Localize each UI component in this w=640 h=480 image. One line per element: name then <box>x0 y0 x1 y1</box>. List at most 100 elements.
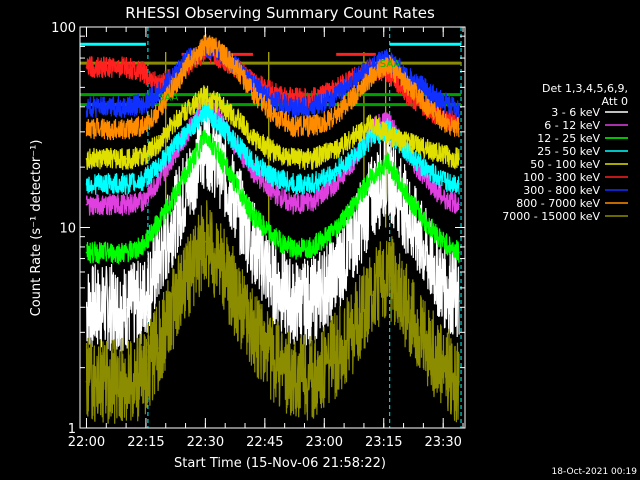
data-point <box>442 197 445 200</box>
data-point <box>271 150 274 153</box>
data-point <box>85 251 88 254</box>
data-point <box>157 143 159 146</box>
data-point <box>371 175 373 178</box>
data-point <box>291 97 294 100</box>
data-point <box>271 235 274 238</box>
data-point <box>85 183 88 185</box>
plot-area: SAA SAA <box>79 27 462 428</box>
data-point <box>371 65 373 67</box>
data-point <box>271 175 274 178</box>
x-tick-label: 22:00 <box>68 435 105 450</box>
data-point <box>402 300 405 302</box>
data-point <box>422 86 425 89</box>
data-point <box>252 331 254 334</box>
legend-header: Att 0 <box>602 95 628 108</box>
data-point <box>458 380 460 383</box>
data-point <box>311 97 314 100</box>
data-point <box>216 120 219 122</box>
series-line <box>86 129 460 266</box>
data-point <box>141 70 143 73</box>
data-point <box>386 63 389 66</box>
data-point <box>157 222 159 225</box>
legend-label: 800 - 7000 keV <box>516 197 600 210</box>
data-point <box>216 115 219 117</box>
series-line <box>85 100 460 196</box>
data-point <box>422 218 425 221</box>
data-point <box>442 154 445 156</box>
legend-label: 12 - 25 keV <box>537 132 600 145</box>
data-point <box>141 103 143 106</box>
data-point <box>291 158 294 160</box>
legend-label: 50 - 100 keV <box>530 158 600 171</box>
legend-label: 7000 - 15000 keV <box>502 210 600 223</box>
legend-label: 3 - 6 keV <box>551 106 600 119</box>
data-point <box>188 62 191 64</box>
data-point <box>331 185 334 188</box>
data-point <box>204 133 207 136</box>
axes: 1 10 100 22:00 22:15 22:30 22:45 23:00 23:15 23:3… <box>51 21 466 450</box>
data-point <box>172 146 175 149</box>
data-point <box>311 376 314 378</box>
data-point <box>271 99 274 102</box>
data-point <box>351 158 353 160</box>
data-point <box>125 183 127 185</box>
data-point <box>141 200 143 203</box>
data-point <box>204 110 207 113</box>
data-point <box>458 108 460 110</box>
data-point <box>311 246 314 248</box>
data-point <box>291 248 294 250</box>
data-point <box>442 101 445 104</box>
data-point <box>402 79 405 82</box>
data-point <box>442 283 445 286</box>
data-point <box>125 380 127 383</box>
data-point <box>371 137 373 139</box>
data-point <box>157 91 159 94</box>
data-point <box>236 185 238 188</box>
data-point <box>125 66 127 69</box>
data-point <box>291 376 294 378</box>
data-point <box>216 150 219 153</box>
series-line <box>85 102 460 352</box>
data-point <box>188 271 191 273</box>
data-point <box>236 203 238 206</box>
timestamp: 18-Oct-2021 00:19 <box>552 467 638 477</box>
data-point <box>291 203 294 206</box>
data-point <box>291 183 294 185</box>
data-point <box>351 240 353 243</box>
data-point <box>331 358 334 361</box>
data-point <box>157 347 159 350</box>
annotation-label: SAA <box>380 59 401 70</box>
data-point <box>331 173 334 175</box>
legend-label: 6 - 12 keV <box>544 119 600 132</box>
legend-label: 300 - 800 keV <box>523 184 600 197</box>
data-point <box>85 203 88 206</box>
data-point <box>351 97 353 100</box>
data-point <box>271 278 274 281</box>
data-point <box>271 112 274 115</box>
chart-title: RHESSI Observing Summary Count Rates <box>125 4 435 22</box>
data-point <box>236 117 238 120</box>
data-point <box>85 105 88 108</box>
x-tick-label: 23:15 <box>365 435 402 450</box>
data-point <box>236 296 238 298</box>
data-point <box>252 214 254 217</box>
data-point <box>125 306 127 309</box>
data-point <box>311 200 314 203</box>
data-point <box>271 91 274 94</box>
data-point <box>157 264 159 266</box>
data-point <box>172 306 175 309</box>
legend-label: 25 - 50 keV <box>537 145 600 158</box>
data-point <box>458 128 460 130</box>
data-point <box>271 358 274 361</box>
data-point <box>141 180 143 183</box>
x-tick-label: 23:00 <box>306 435 343 450</box>
data-point <box>311 158 314 160</box>
data-point <box>85 66 88 69</box>
data-point <box>371 75 373 77</box>
series-line <box>85 34 460 141</box>
data-point <box>311 300 314 302</box>
data-point <box>351 207 353 209</box>
data-point <box>442 120 445 122</box>
